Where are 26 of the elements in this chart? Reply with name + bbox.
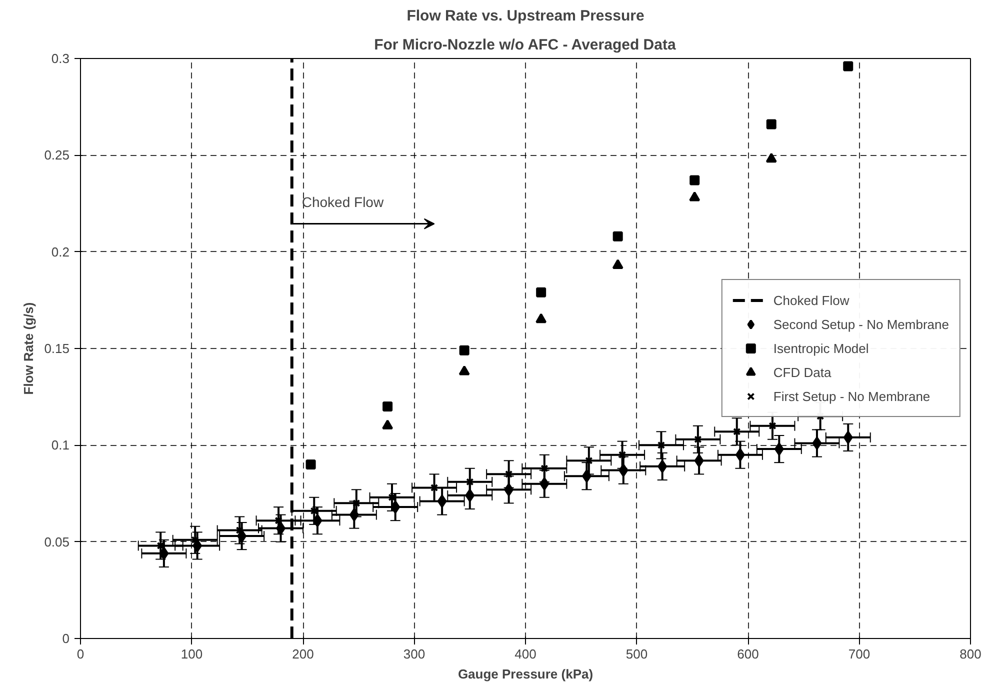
text: Choked Flow: [773, 292, 850, 308]
x-tick-label: 500: [626, 646, 648, 662]
x-tick-label: 600: [737, 646, 759, 662]
y-tick-label: 0.1: [51, 438, 70, 453]
y-tick-label: 0.15: [44, 341, 70, 356]
y-tick-label: 0: [62, 631, 70, 646]
y-tick-label: 0.2: [51, 244, 70, 260]
x-tick-label: 700: [848, 646, 870, 662]
legend-label: First Setup - No Membrane: [773, 388, 932, 404]
legend-label: Isentropic Model: [773, 340, 870, 356]
y-axis-title: Flow Rate (g/s): [21, 302, 36, 395]
x-tick-label: 300: [403, 646, 426, 662]
y-tick-label: 0.05: [44, 534, 70, 550]
y-tick-label: 0.3: [51, 51, 70, 66]
chart-title: Flow Rate vs. Upstream Pressure: [406, 8, 644, 24]
x-tick-label: 400: [514, 646, 536, 662]
x-tick-label: 0: [76, 646, 84, 662]
x-axis-title: Gauge Pressure (kPa): [458, 666, 594, 682]
y-tick-label: 0.25: [44, 148, 70, 163]
x-tick-label: 100: [180, 646, 203, 662]
x-tick-label: 200: [292, 646, 314, 662]
legend-label: CFD Data: [773, 364, 832, 380]
legend-label: Second Setup - No Membrane: [773, 316, 949, 332]
ref-line-label: Choked Flow: [302, 194, 384, 210]
chart-subtitle: For Micro-Nozzle w/o AFC - Averaged Data: [374, 36, 676, 54]
x-tick-label: 800: [960, 646, 982, 662]
